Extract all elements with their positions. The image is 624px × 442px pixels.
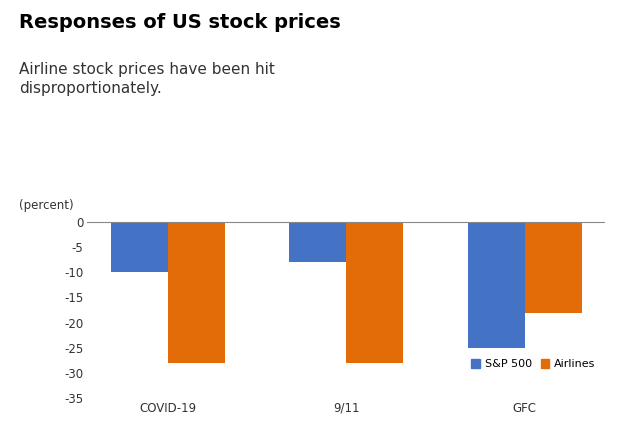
Text: Airline stock prices have been hit
disproportionately.: Airline stock prices have been hit dispr… [19, 62, 275, 96]
Bar [290, 222, 346, 263]
Text: Responses of US stock prices: Responses of US stock prices [19, 13, 341, 32]
Bar [346, 222, 403, 363]
Bar [168, 222, 225, 363]
Bar [467, 222, 525, 347]
Legend: S&P 500, Airlines: S&P 500, Airlines [467, 354, 600, 373]
Bar [111, 222, 168, 272]
Text: (percent): (percent) [19, 199, 74, 212]
Bar [525, 222, 582, 312]
